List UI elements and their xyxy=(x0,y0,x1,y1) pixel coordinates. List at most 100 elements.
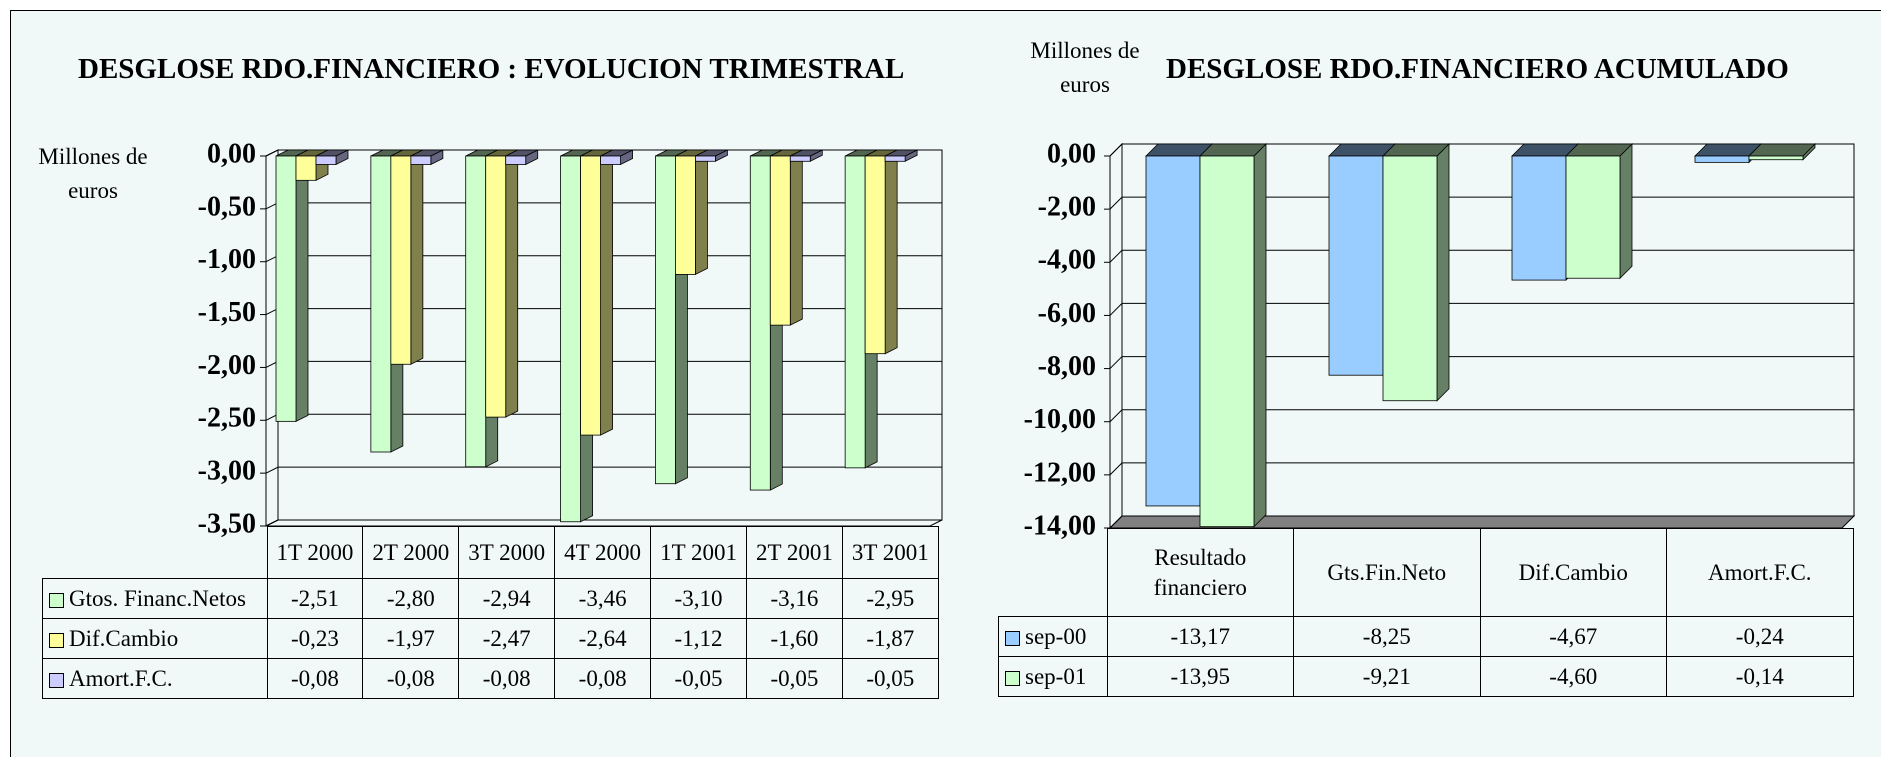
value-label: -4,67 xyxy=(1479,616,1667,657)
y-tick-label: -10,00 xyxy=(1024,404,1096,435)
bar-side xyxy=(295,149,309,422)
value-label: -0,05 xyxy=(650,658,747,699)
value-label: -0,05 xyxy=(745,658,843,699)
bar-front xyxy=(655,155,676,485)
value-label: -1,97 xyxy=(362,618,460,659)
bar-side xyxy=(1619,143,1633,280)
table-header-row: 1T 2000 2T 2000 3T 2000 4T 2000 1T 2001 2T 20… xyxy=(43,526,939,579)
y-tick-label: -8,00 xyxy=(1038,351,1096,382)
category-label: 4T 2000 xyxy=(554,526,652,579)
value-label: -2,64 xyxy=(554,618,652,659)
bar-front xyxy=(1565,155,1621,279)
legend-cell: Dif.Cambio xyxy=(42,618,268,659)
side-wall xyxy=(1109,142,1123,530)
y-tick-label: -2,00 xyxy=(1038,192,1096,223)
value-label: -0,05 xyxy=(841,658,939,699)
y-tick-label: -6,00 xyxy=(1038,298,1096,329)
value-label: -0,14 xyxy=(1666,656,1854,697)
bar-front xyxy=(580,155,601,436)
legend-cell: sep-00 xyxy=(998,616,1108,657)
grid-line xyxy=(265,519,942,527)
bar-front xyxy=(505,155,527,165)
bar xyxy=(1199,143,1267,528)
value-label: -1,12 xyxy=(650,618,747,659)
table-row: sep-00 -13,17 -8,25 -4,67 -0,24 xyxy=(998,616,1854,657)
bar-side xyxy=(410,149,424,365)
bar-side xyxy=(505,149,519,418)
table-row: sep-01 -13,95 -9,21 -4,60 -0,14 xyxy=(998,656,1854,697)
bar xyxy=(315,149,349,166)
bar-front xyxy=(884,155,906,162)
category-label: 2T 2001 xyxy=(745,526,843,579)
bar xyxy=(789,149,823,162)
data-table: Resultado financiero Gts.Fin.Neto Dif.Camb… xyxy=(998,528,1854,697)
legend-swatch xyxy=(1005,670,1020,686)
category-label: Dif.Cambio xyxy=(1479,528,1667,617)
category-label: 3T 2000 xyxy=(458,526,556,579)
grid-line xyxy=(1109,409,1854,423)
bar-side xyxy=(1253,143,1267,528)
legend-cell: Gtos. Financ.Netos xyxy=(42,578,268,619)
bar-front xyxy=(695,155,716,162)
category-label: Gts.Fin.Neto xyxy=(1293,528,1481,617)
bar xyxy=(884,149,918,162)
value-label: -3,10 xyxy=(650,578,747,619)
legend-swatch xyxy=(1005,630,1020,646)
y-tick-label: -1,00 xyxy=(198,244,256,275)
bar-front xyxy=(1199,155,1255,528)
value-label: -1,60 xyxy=(745,618,843,659)
bar-front xyxy=(485,155,507,418)
value-label: -9,21 xyxy=(1293,656,1481,697)
value-label: -2,94 xyxy=(458,578,556,619)
bar-front xyxy=(275,155,297,422)
bar-side xyxy=(600,149,613,436)
empty-cell xyxy=(999,529,1108,617)
bar xyxy=(1382,143,1450,402)
legend-swatch xyxy=(49,592,64,608)
legend-label: Gtos. Financ.Netos xyxy=(69,585,246,611)
bar-front xyxy=(1511,155,1567,281)
grid-line xyxy=(1109,515,1854,529)
value-label: -0,08 xyxy=(458,658,556,699)
table-row: Dif.Cambio -0,23 -1,97 -2,47 -2,64 -1,12 -1,60… xyxy=(42,618,939,659)
bar xyxy=(275,149,309,422)
bar-front xyxy=(315,155,337,165)
chart-title: DESGLOSE RDO.FINANCIERO ACUMULADO xyxy=(1166,53,1789,85)
bar-front xyxy=(295,155,317,181)
category-label: Resultado financiero xyxy=(1106,528,1294,617)
bar-front xyxy=(1328,155,1384,376)
bar-side xyxy=(789,149,803,326)
category-label: 3T 2001 xyxy=(841,526,939,579)
bar-front xyxy=(600,155,621,165)
bar-front xyxy=(560,155,581,523)
bar-front xyxy=(749,155,771,491)
bar-front xyxy=(864,155,886,355)
bar-front xyxy=(465,155,487,468)
category-label: 1T 2001 xyxy=(650,526,747,579)
value-label: -4,60 xyxy=(1479,656,1667,697)
value-label: -0,08 xyxy=(266,658,364,699)
y-tick-label: -0,50 xyxy=(198,191,256,222)
category-label: 2T 2000 xyxy=(362,526,460,579)
value-label: -2,95 xyxy=(841,578,939,619)
bar-front xyxy=(675,155,696,275)
bar-top xyxy=(1382,143,1450,157)
legend-label: Amort.F.C. xyxy=(69,665,173,691)
bar-side xyxy=(884,149,898,355)
value-label: -1,87 xyxy=(841,618,939,659)
empty-cell xyxy=(43,527,268,579)
legend-label: sep-01 xyxy=(1025,663,1087,689)
bar xyxy=(390,149,424,365)
legend-label: Dif.Cambio xyxy=(69,625,179,651)
bar xyxy=(600,149,633,166)
legend-cell: Amort.F.C. xyxy=(42,658,268,699)
grid-line xyxy=(1109,462,1854,476)
bar-front xyxy=(789,155,811,162)
grid-line xyxy=(1109,356,1854,369)
value-label: -3,46 xyxy=(554,578,652,619)
y-tick-label: 0,00 xyxy=(207,138,256,169)
value-label: -13,95 xyxy=(1106,656,1294,697)
y-tick-label: -3,50 xyxy=(198,508,256,539)
bar xyxy=(1748,143,1816,161)
